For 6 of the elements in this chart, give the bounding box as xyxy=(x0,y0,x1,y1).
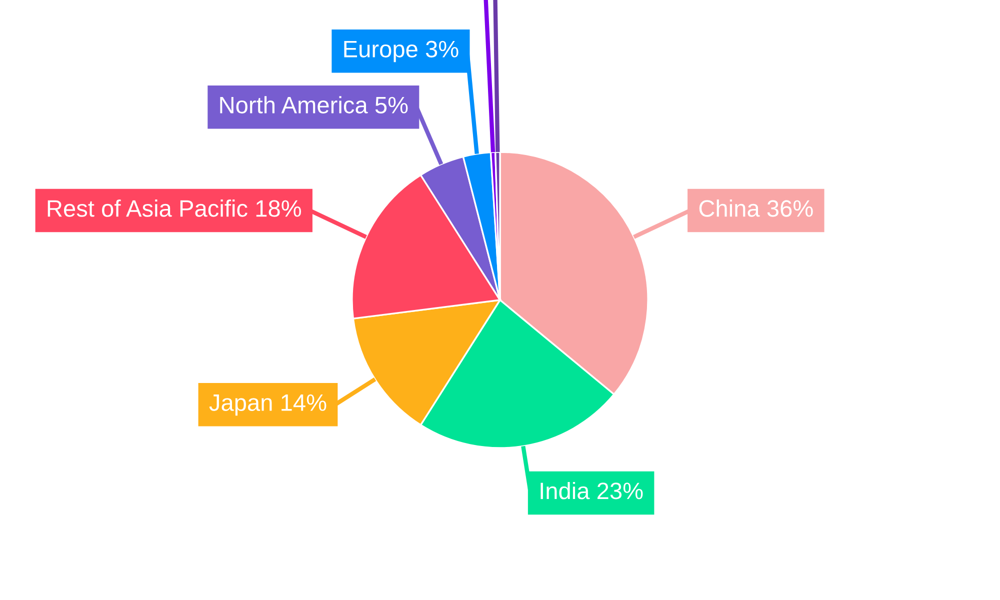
slice-label: North America 5% xyxy=(220,96,408,114)
slice-label: China 36% xyxy=(699,200,813,217)
slice-label: Europe 3% xyxy=(344,40,458,62)
slice-label: Rest of Asia Pacific 18% xyxy=(48,200,302,217)
slice-label: Japan 14% xyxy=(209,394,326,416)
slice-label: India 23% xyxy=(540,482,643,500)
